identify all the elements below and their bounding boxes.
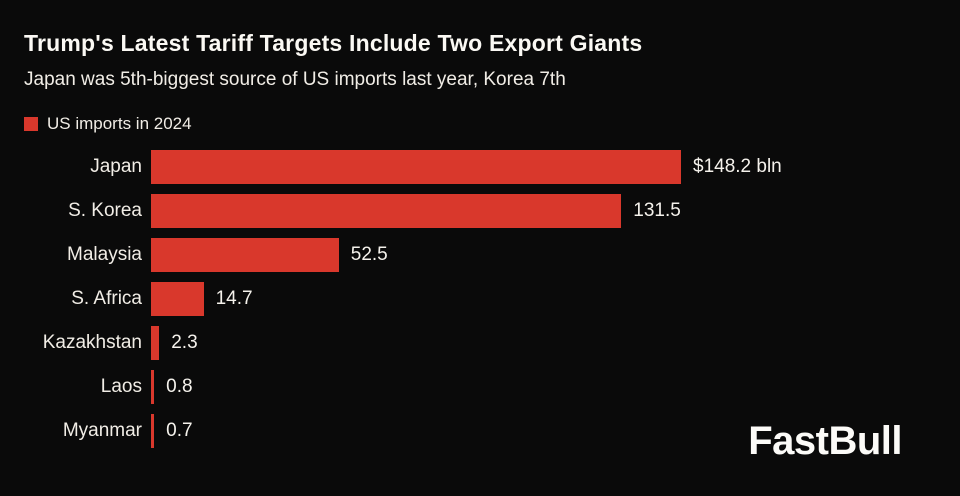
bar [151,194,622,228]
category-label: Kazakhstan [42,332,142,353]
bar-area: 2.3 [151,326,681,360]
legend-swatch-icon [24,117,38,131]
category-label: S. Africa [71,288,142,309]
bar [151,326,160,360]
chart-row: Malaysia 52.5 [24,238,936,272]
chart-row: Japan $148.2 bln [24,150,936,184]
bar-area: 0.7 [151,414,681,448]
value-label: 0.7 [166,420,193,441]
legend: US imports in 2024 [24,114,936,134]
fastbull-logo: FastBull [748,419,902,463]
category-label: Myanmar [62,420,142,441]
legend-label: US imports in 2024 [47,114,192,133]
bar-area: 131.5 [151,194,681,228]
chart-title: Trump's Latest Tariff Targets Include Tw… [24,30,643,56]
bar [151,150,681,184]
value-label: 14.7 [215,288,253,309]
bar [151,370,155,404]
chart-row: S. Africa 14.7 [24,282,936,316]
category-label: Laos [100,376,142,397]
chart-subtitle: Japan was 5th-biggest source of US impor… [24,69,566,90]
chart-row: S. Korea 131.5 [24,194,936,228]
bar-chart: Japan $148.2 bln S. Korea 131.5 Malaysia 52.5… [24,150,936,448]
bar [151,238,339,272]
bar-area: 14.7 [151,282,681,316]
value-label: 0.8 [166,376,193,397]
bar-area: 0.8 [151,370,681,404]
chart-row: Laos 0.8 [24,370,936,404]
value-label: $148.2 bln [693,156,782,177]
value-label: 131.5 [633,200,681,221]
chart-row: Myanmar 0.7 [24,414,936,448]
chart-row: Kazakhstan 2.3 [24,326,936,360]
category-label: Malaysia [67,244,142,265]
bar-area: $148.2 bln [151,150,782,184]
category-label: S. Korea [68,200,142,221]
bar [151,282,204,316]
value-label: 2.3 [171,332,198,353]
category-label: Japan [90,156,142,177]
value-label: 52.5 [350,244,388,265]
bar-area: 52.5 [151,238,681,272]
bar [151,414,155,448]
